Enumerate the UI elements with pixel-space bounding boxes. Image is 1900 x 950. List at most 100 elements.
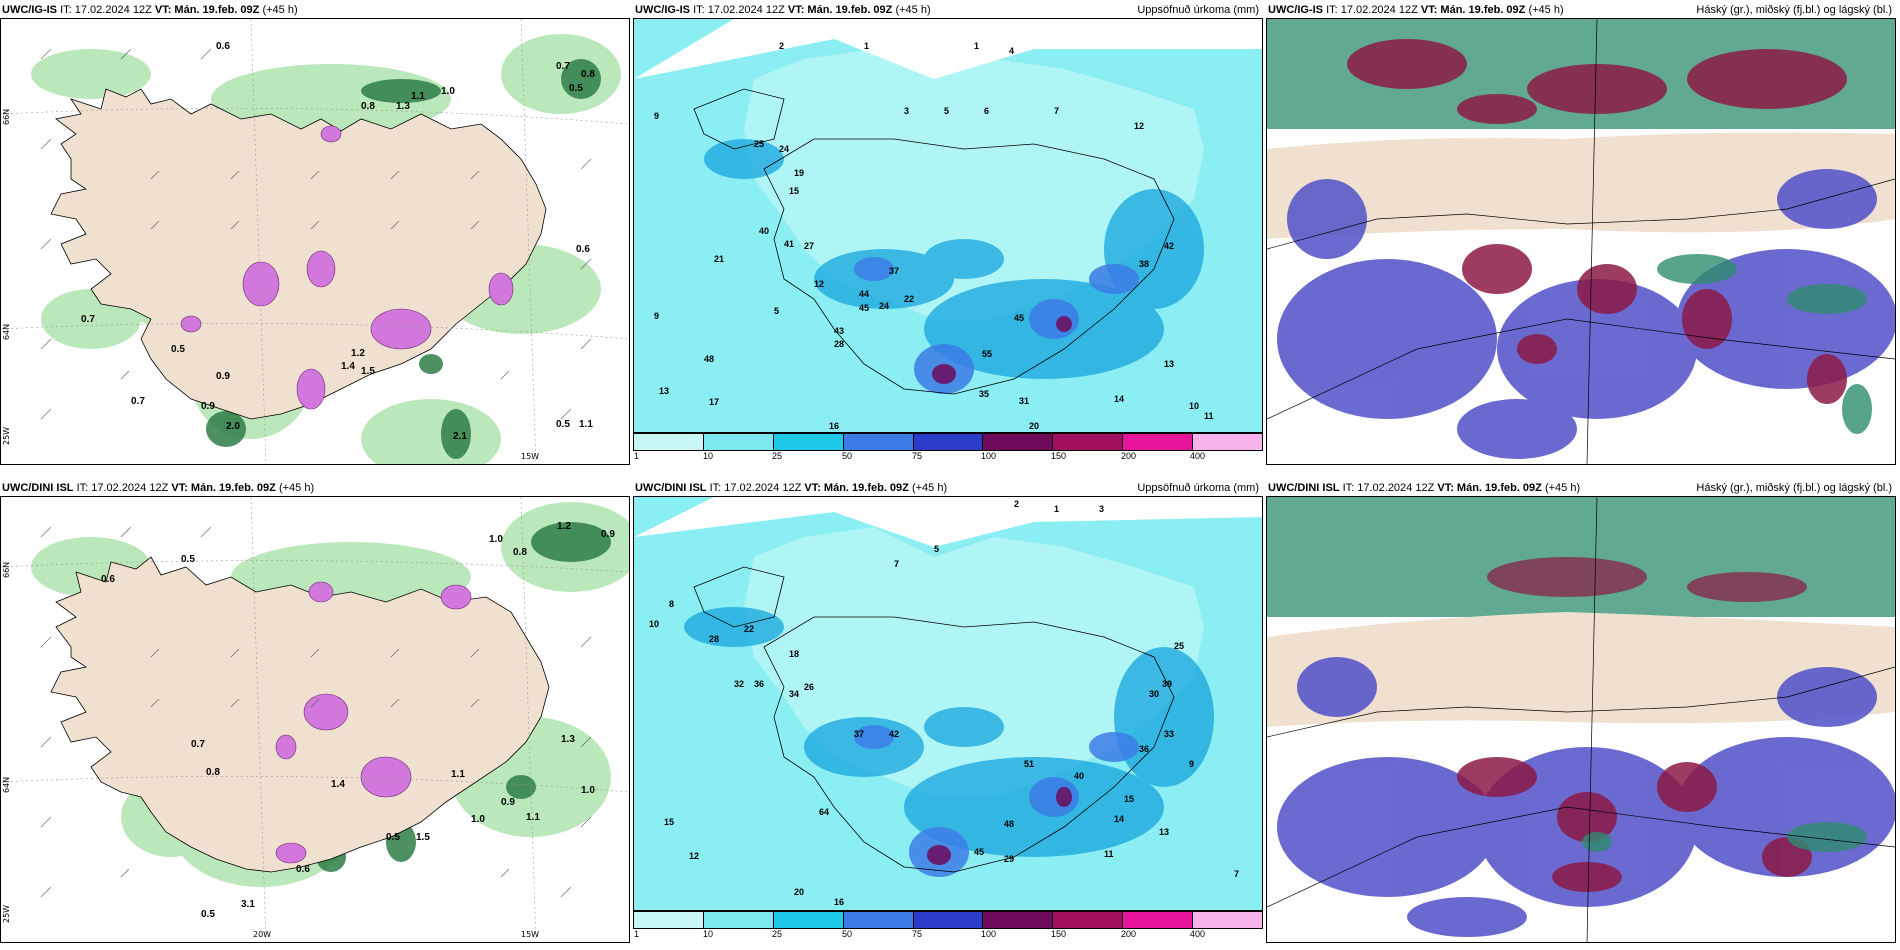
colorbar-segment xyxy=(1123,434,1194,450)
precip-value: 40 xyxy=(759,226,769,236)
model-name: UWC/IG-IS xyxy=(635,4,690,16)
wind-value: 0.9 xyxy=(201,401,215,412)
precip-value: 25 xyxy=(1174,641,1184,651)
wind-value: 1.2 xyxy=(557,521,571,532)
lon-label-15: 15W xyxy=(521,930,539,939)
map-frame[interactable] xyxy=(1266,18,1896,465)
lead-time: (+45 h) xyxy=(262,4,298,16)
map-frame[interactable]: 2 1 3 5 7 8 10 22 28 18 32 36 34 26 37 4… xyxy=(633,496,1263,911)
panel-title: UWC/DINI ISL IT: 17.02.2024 12Z VT: Mán.… xyxy=(633,478,1263,496)
precip-value: 37 xyxy=(854,729,864,739)
colorbar-segment xyxy=(1053,434,1124,450)
precip-value: 15 xyxy=(1124,794,1134,804)
wind-value: 1.5 xyxy=(361,366,375,377)
precip-value: 4 xyxy=(1009,46,1014,56)
panel-title: UWC/IG-IS IT: 17.02.2024 12Z VT: Mán. 19… xyxy=(0,0,630,18)
precip-value: 28 xyxy=(834,339,844,349)
valid-time: VT: Mán. 19.feb. 09Z xyxy=(804,482,909,494)
init-time: IT: 17.02.2024 12Z xyxy=(1342,482,1435,494)
colorbar-tick: 1 xyxy=(634,451,640,461)
wind-value: 0.7 xyxy=(131,396,145,407)
precip-value: 11 xyxy=(1104,849,1114,859)
precip-value: 36 xyxy=(1139,744,1149,754)
lead-time: (+45 h) xyxy=(1544,482,1581,494)
panel-dini-clouds: UWC/DINI ISL IT: 17.02.2024 12Z VT: Mán.… xyxy=(1266,478,1896,943)
wind-value: 0.5 xyxy=(569,83,583,94)
precip-value: 13 xyxy=(1159,827,1169,837)
colorbar-segment xyxy=(634,912,704,928)
precip-value: 8 xyxy=(669,599,674,609)
precip-value: 43 xyxy=(834,326,844,336)
wind-value: 1.0 xyxy=(441,86,455,97)
precip-value: 5 xyxy=(774,306,779,316)
colorbar-tick: 10 xyxy=(703,451,714,461)
init-time: IT: 17.02.2024 12Z xyxy=(1326,4,1418,16)
precip-value: 17 xyxy=(709,397,719,407)
lon-label-15: 15W xyxy=(521,452,539,461)
precip-value: 5 xyxy=(944,106,949,116)
precip-value: 34 xyxy=(789,689,799,699)
precip-value: 55 xyxy=(982,349,992,359)
precip-value: 39 xyxy=(1162,679,1172,689)
wind-value: 1.0 xyxy=(471,814,485,825)
colorbar-tick: 50 xyxy=(842,929,853,939)
precip-value: 7 xyxy=(1054,106,1059,116)
wind-value: 1.3 xyxy=(561,734,575,745)
map-frame[interactable]: 0.6 0.7 0.8 0.5 1.0 0.8 0.6 1.3 1.1 0.7 … xyxy=(0,18,630,465)
colorbar-tick: 75 xyxy=(912,929,923,939)
lead-time: (+45 h) xyxy=(1528,4,1564,16)
precip-value: 41 xyxy=(784,239,794,249)
precip-value: 27 xyxy=(804,241,814,251)
colorbar-tick: 200 xyxy=(1121,451,1137,461)
wind-value: 3.1 xyxy=(241,899,255,910)
wind-value: 0.5 xyxy=(201,909,215,920)
valid-time: VT: Mán. 19.feb. 09Z xyxy=(154,4,260,16)
panel-title: UWC/IG-IS IT: 17.02.2024 12Z VT: Mán. 19… xyxy=(633,0,1263,18)
model-name: UWC/IG-IS xyxy=(1268,4,1323,16)
precip-value: 48 xyxy=(704,354,714,364)
lead-time: (+45 h) xyxy=(278,482,315,494)
precip-value: 42 xyxy=(1164,241,1174,251)
colorbar-tick: 150 xyxy=(1051,451,1067,461)
precip-value: 22 xyxy=(904,294,914,304)
wind-value: 1.3 xyxy=(396,101,410,112)
colorbar-segment xyxy=(843,434,914,450)
precip-value: 13 xyxy=(1164,359,1174,369)
precip-value: 7 xyxy=(1234,869,1239,879)
field-name: Háský (gr.), miðský (fj.bl.) og lágský (… xyxy=(1696,4,1892,16)
map-frame[interactable] xyxy=(1266,496,1896,943)
model-name: UWC/IG-IS xyxy=(2,4,57,16)
precip-value: 10 xyxy=(649,619,659,629)
precip-value: 12 xyxy=(689,851,699,861)
precip-value: 2 xyxy=(1014,499,1019,509)
lead-time: (+45 h) xyxy=(911,482,948,494)
colorbar-tick: 100 xyxy=(981,451,997,461)
map-frame[interactable]: 2 1 1 4 3 5 6 7 12 9 25 24 15 19 40 27 4… xyxy=(633,18,1263,433)
map-frame[interactable]: 1.2 0.9 1.0 0.8 0.5 0.6 1.3 1.1 0.7 0.8 … xyxy=(0,496,630,943)
wind-value: 1.1 xyxy=(579,419,593,430)
wind-value: 1.4 xyxy=(331,779,345,790)
panel-title: UWC/DINI ISL IT: 17.02.2024 12Z VT: Mán.… xyxy=(0,478,630,496)
precip-value: 20 xyxy=(794,887,804,897)
wind-value: 1.2 xyxy=(351,348,365,359)
colorbar-tick: 1 xyxy=(634,929,640,939)
precip-value: 22 xyxy=(744,624,754,634)
panel-title: UWC/IG-IS IT: 17.02.2024 12Z VT: Mán. 19… xyxy=(1266,0,1896,18)
valid-time: VT: Mán. 19.feb. 09Z xyxy=(1420,4,1526,16)
precip-value: 42 xyxy=(889,729,899,739)
model-name: UWC/DINI ISL xyxy=(1268,482,1340,494)
precip-value: 13 xyxy=(659,386,669,396)
wind-value: 0.8 xyxy=(361,101,375,112)
precip-value: 28 xyxy=(709,634,719,644)
lon-label-20: 20W xyxy=(253,930,271,939)
colorbar-segment xyxy=(703,434,774,450)
lat-label-64: 64N xyxy=(2,324,11,340)
wind-value: 0.5 xyxy=(386,832,400,843)
colorbar-segment xyxy=(773,912,844,928)
lon-label-25: 25W xyxy=(2,427,11,445)
wind-value: 0.5 xyxy=(181,554,195,565)
precip-value: 33 xyxy=(1164,729,1174,739)
wind-value: 0.9 xyxy=(501,797,515,808)
colorbar-tick: 50 xyxy=(842,451,853,461)
precip-value: 64 xyxy=(819,807,829,817)
